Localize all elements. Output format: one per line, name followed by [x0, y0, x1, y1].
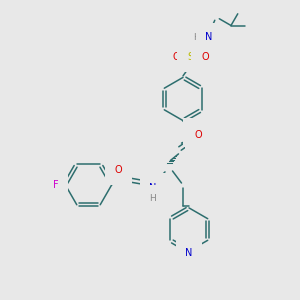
Text: O: O: [195, 130, 203, 140]
Text: H: H: [202, 128, 209, 137]
Text: N: N: [185, 248, 193, 259]
Text: F: F: [53, 179, 58, 190]
Text: O: O: [115, 165, 122, 176]
Text: N: N: [149, 183, 157, 193]
Text: H: H: [150, 194, 156, 203]
Text: N: N: [206, 32, 213, 43]
Text: O: O: [201, 52, 209, 62]
Text: S: S: [187, 52, 194, 62]
Text: N: N: [193, 128, 200, 138]
Text: O: O: [172, 52, 180, 62]
Text: H: H: [193, 33, 200, 42]
